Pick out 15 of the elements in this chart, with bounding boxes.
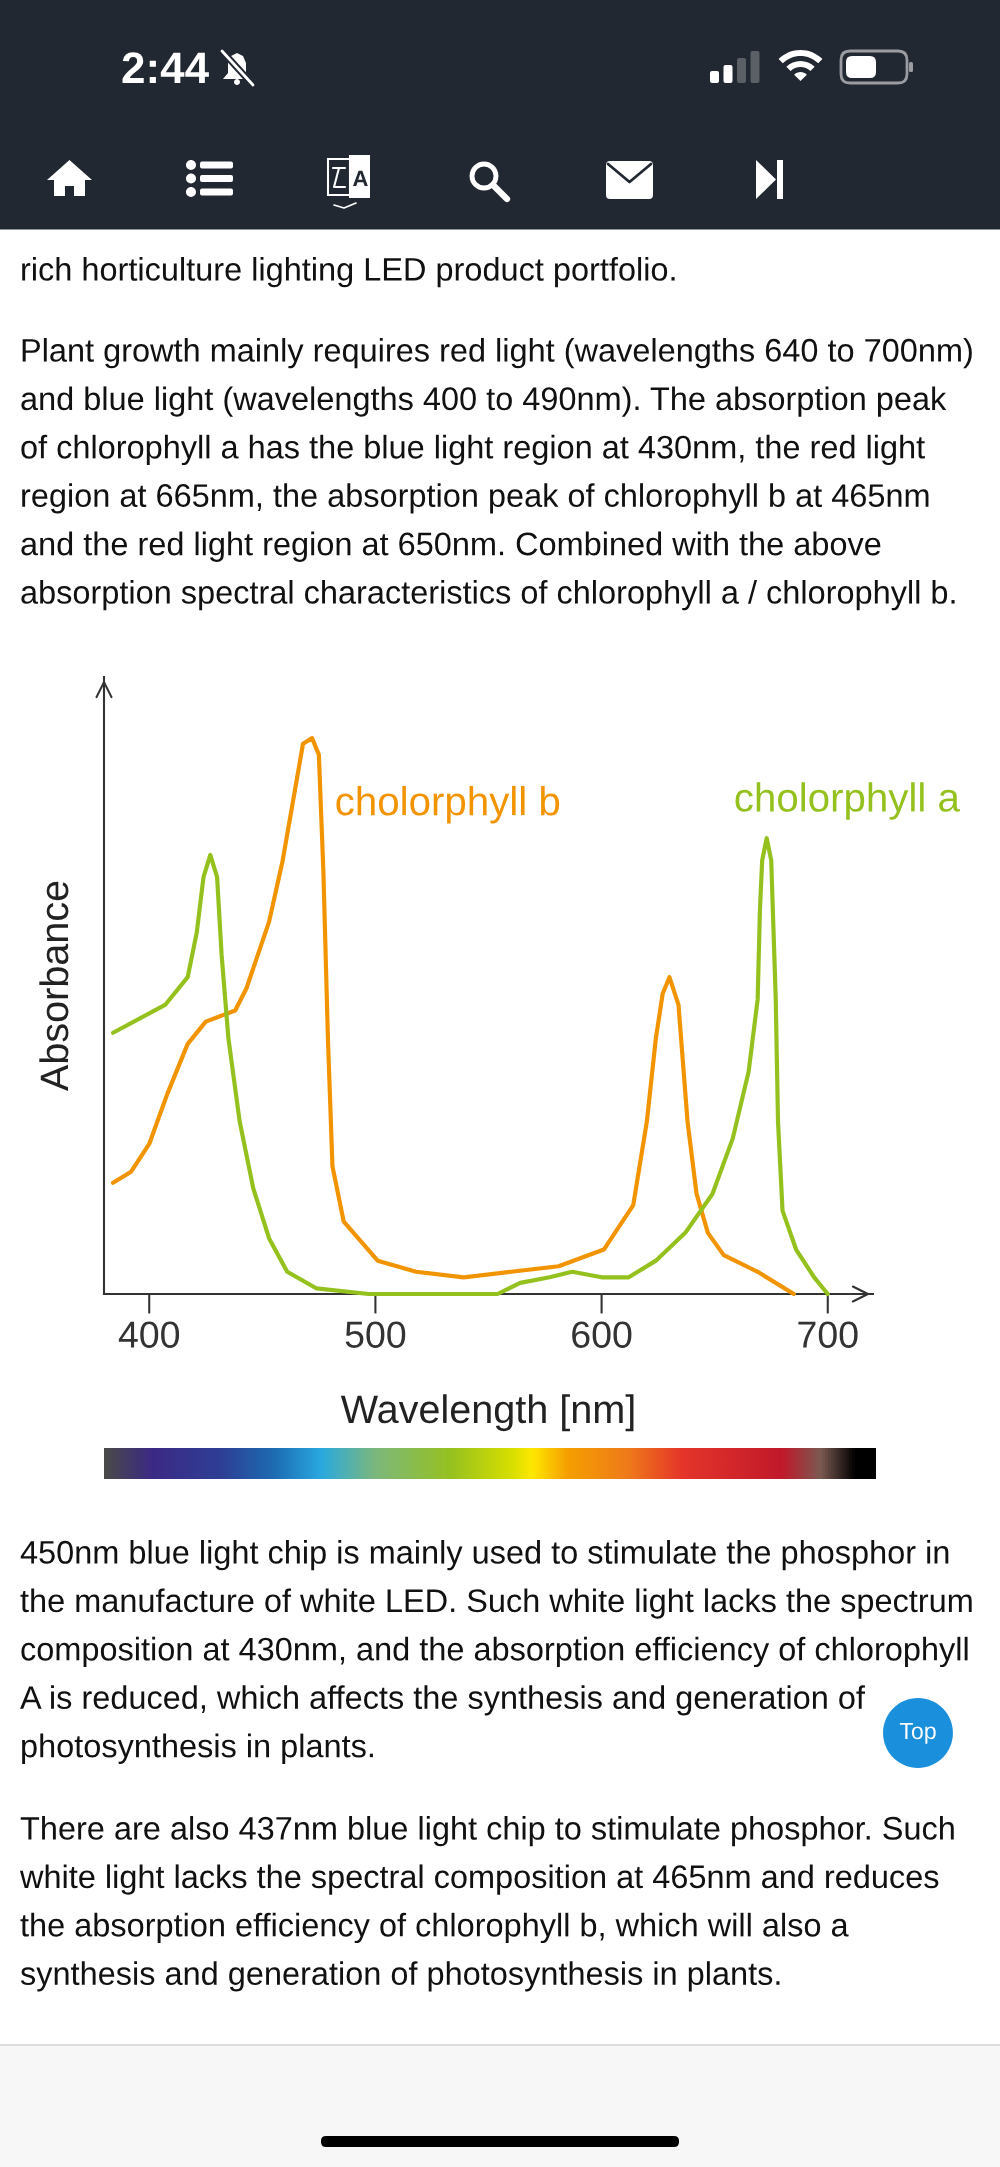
text: Plant growth mainly requires red light (wavelengths 640 to 700nm) and blue light (wavelengths 400 to 490nm). The absorption peak of chlorophyll a has the blue light region at 430nm, the red light region at 665nm, the absorption peak of chlorophyll b at 465nm and the red light region at 650nm. Combined with the above absorption spectral characteristics of chlorophyll a / chlorophyll b. <box>21 338 972 611</box>
x-tick-label: 700 <box>798 1321 858 1348</box>
text: 450nm blue light chip is mainly used to stimulate the phosphor in the manufacture of white LED. Such white light lacks the spectrum composition at 430nm, and the absorption efficiency of chlorophyll <box>20 1540 972 1668</box>
x-axis-title: Wavelength [nm] <box>340 1394 634 1432</box>
x-tick-label: 500 <box>345 1321 406 1348</box>
text: A is reduced, which affects the synthesis and generation of photosynthesis in plants. <box>20 1685 865 1764</box>
text: Top <box>899 1723 936 1744</box>
text: There are also 437nm blue light chip to stimulate phosphor. Such white light lacks the spectral composition at 465nm and reduces the absorption efficiency of chlorophyll b, which will also a synthesis and generation of photosynthesis in plants. <box>19 1816 954 1992</box>
x-tick-label: 400 <box>118 1321 180 1348</box>
text: rich horticulture lighting LED product portfolio. <box>22 257 675 288</box>
series-label: cholorphyll b <box>336 785 560 824</box>
text: 2:44 <box>122 52 209 83</box>
y-axis-title: Absorbance <box>39 881 69 1092</box>
x-tick-label: 600 <box>572 1321 632 1348</box>
series-label: cholorphyll a <box>735 782 960 820</box>
